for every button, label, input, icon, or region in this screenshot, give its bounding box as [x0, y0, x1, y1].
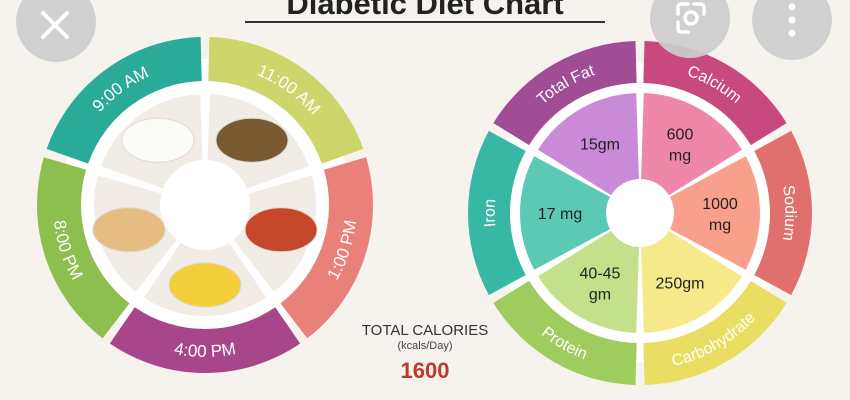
nutrient-value-segment [641, 230, 742, 333]
lens-icon [676, 2, 706, 34]
meal-food-image: Fish curry [244, 207, 318, 253]
nutrient-name-label: Sodium [779, 184, 798, 242]
meal-food-image: Chapati [92, 207, 166, 253]
meal-time-band [208, 37, 364, 164]
nutrient-value: 17 mg [538, 206, 582, 223]
meal-wheel-hub [165, 165, 245, 245]
nutrient-value-segment [538, 230, 639, 333]
chart-title: Diabetic Diet Chart [286, 0, 564, 21]
total-calories-value: 1600 [400, 358, 450, 383]
nutrient-name-label: Iron [482, 198, 500, 227]
total-calories-unit: (kcals/Day) [397, 340, 453, 352]
nutrient-name-band [493, 280, 637, 385]
nutrient-value-segment [641, 93, 742, 196]
nutrient-value: 1000 mg [702, 196, 738, 234]
nutrient-value: 15gm [580, 137, 620, 154]
meal-time-band [46, 37, 202, 164]
total-calories-block: TOTAL CALORIES (kcals/Day) 1600 [345, 322, 505, 384]
nutrient-value: 600 mg [667, 127, 694, 165]
meal-time-band [280, 157, 373, 339]
meal-time-label: 4:00 PM [173, 339, 237, 361]
nutrient-value-segment [520, 156, 611, 270]
meal-schedule-wheel: 9:00 AMIdli with sambar 11:00 AMSprouted … [37, 37, 373, 373]
nutrient-wheel-hub [608, 181, 672, 245]
meal-food-image: Jackfruit [168, 262, 242, 308]
nutrient-name-band [468, 130, 526, 296]
nutrient-value: 40-45 gm [580, 265, 621, 303]
title-underline [245, 21, 605, 23]
nutrient-value-segment [538, 93, 639, 196]
close-button[interactable] [16, 0, 96, 62]
nutrient-value: 250gm [656, 275, 705, 292]
lens-button[interactable] [650, 0, 730, 58]
more-options-button[interactable] [752, 0, 832, 60]
meal-food-image: Idli with sambar [121, 117, 195, 163]
more-vertical-icon [788, 3, 796, 37]
nutrient-name-band [754, 130, 812, 296]
close-icon [41, 11, 69, 39]
meal-food-image: Sprouted moong [215, 117, 289, 163]
nutrient-name-band [643, 280, 787, 385]
nutrient-value-segment [669, 156, 760, 270]
meal-time-band [37, 157, 130, 339]
meal-time-band [109, 307, 301, 373]
nutrient-name-band [493, 41, 637, 146]
total-calories-label: TOTAL CALORIES [361, 322, 489, 339]
nutrient-name-band [643, 41, 787, 146]
